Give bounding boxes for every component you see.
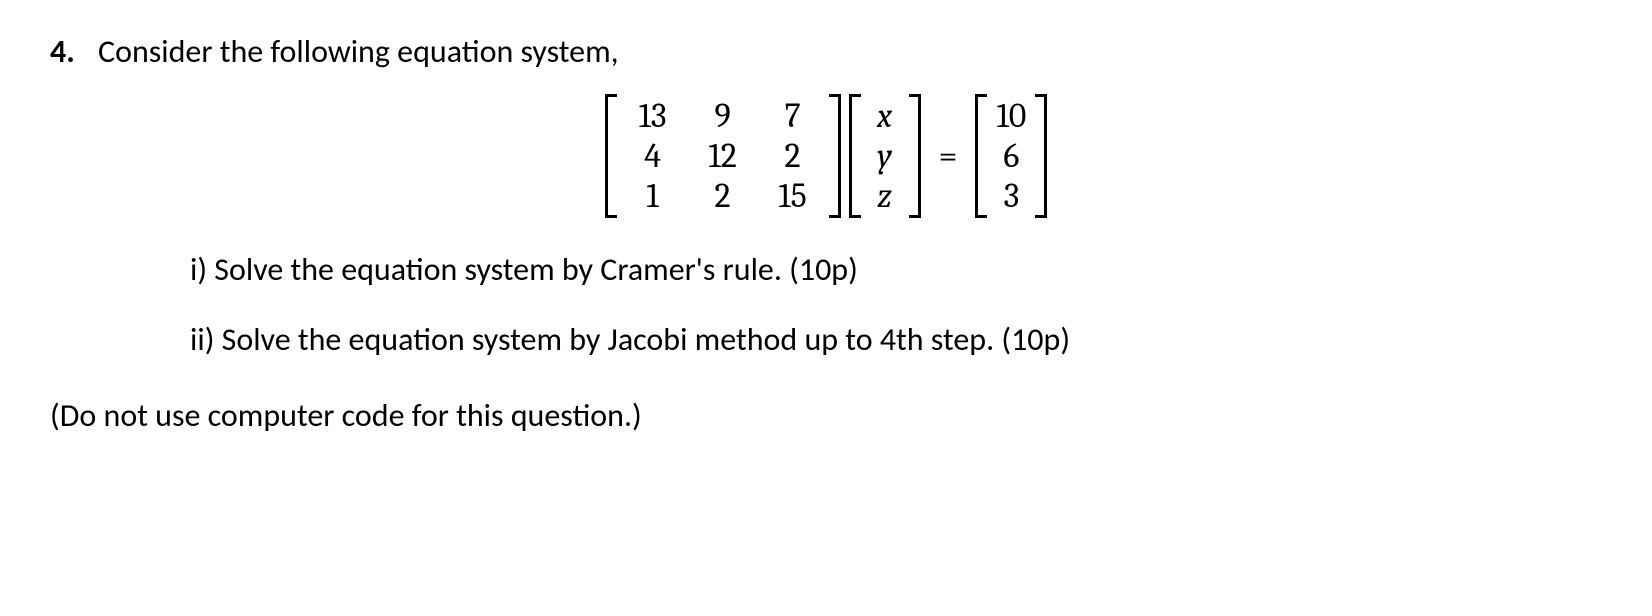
matrix-a-cell: 2 [693,171,753,222]
vector-b-grid: 10 6 3 [987,94,1035,218]
note: (Do not use computer code for this quest… [50,392,1602,440]
equation: 13 9 7 4 12 2 1 2 15 x y z = [50,94,1602,218]
bracket-right-icon [1035,94,1047,218]
matrix-a-grid: 13 9 7 4 12 2 1 2 15 [617,94,829,218]
matrix-a-cell: 1 [623,171,683,222]
question-header: 4. Consider the following equation syste… [50,28,1602,76]
bracket-right-icon [909,94,921,218]
question-number: 4. [50,28,98,76]
matrix-a-cell: 15 [763,171,823,222]
vector-b-cell: 3 [993,171,1029,222]
bracket-right-icon [829,94,841,218]
bracket-left-icon [605,94,617,218]
question-prompt: Consider the following equation system, [98,28,619,76]
vector-x-grid: x y z [861,94,909,218]
bracket-left-icon [849,94,861,218]
page: 4. Consider the following equation syste… [0,0,1652,616]
matrix-a: 13 9 7 4 12 2 1 2 15 [605,94,841,218]
vector-x-cell: z [867,171,903,222]
part-i: i) Solve the equation system by Cramer's… [50,246,1602,294]
bracket-left-icon [975,94,987,218]
part-ii: ii) Solve the equation system by Jacobi … [50,316,1602,364]
equals-sign: = [939,131,958,182]
vector-x: x y z [849,94,921,218]
vector-b: 10 6 3 [975,94,1047,218]
